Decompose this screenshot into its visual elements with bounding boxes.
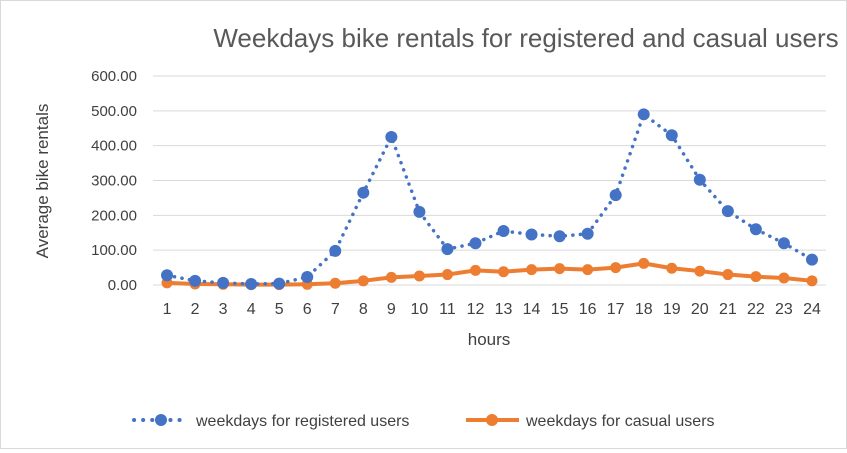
x-tick-label: 2	[191, 301, 200, 318]
data-point	[357, 275, 369, 287]
x-tick-label: 20	[691, 301, 709, 318]
data-point	[581, 227, 594, 240]
y-tick-label: 600.00	[91, 68, 137, 85]
data-point	[441, 269, 453, 281]
x-tick-label: 24	[803, 301, 821, 318]
y-axis-tick-labels: 0.00 100.00 200.00 300.00 400.00 500.00 600.00	[91, 68, 137, 294]
x-tick-label: 19	[663, 301, 681, 318]
legend-label-registered: weekdays for registered users	[195, 413, 409, 430]
series-layer	[161, 108, 818, 291]
data-point	[553, 230, 566, 243]
data-point	[441, 243, 454, 256]
y-tick-label: 0.00	[108, 277, 137, 294]
series-line	[166, 261, 813, 287]
data-point	[609, 189, 622, 202]
data-point	[357, 186, 370, 199]
x-axis-tick-labels: 1 2 3 4 5 6 7 8 9 10 11 12 13 14 15 16 17 18 19 20 21 22 23 24	[163, 301, 821, 318]
gridlines	[153, 75, 826, 286]
x-tick-label: 21	[719, 301, 737, 318]
x-tick-label: 9	[387, 301, 396, 318]
x-tick-label: 8	[359, 301, 368, 318]
data-point	[750, 271, 762, 283]
series-registered	[161, 108, 818, 290]
x-tick-label: 10	[410, 301, 428, 318]
y-tick-label: 100.00	[91, 242, 137, 259]
data-point	[637, 108, 650, 121]
y-tick-label: 300.00	[91, 173, 137, 190]
data-point	[329, 277, 341, 289]
data-point	[469, 237, 482, 250]
data-point	[469, 264, 481, 276]
data-point	[778, 272, 790, 284]
data-point	[385, 130, 398, 143]
legend-item-registered: weekdays for registered users	[132, 413, 409, 430]
data-point	[665, 129, 678, 142]
data-point	[582, 264, 594, 276]
legend-marker-registered	[155, 414, 167, 426]
chart-title: Weekdays bike rentals for registered and…	[213, 23, 838, 53]
data-point	[749, 223, 762, 236]
data-point	[498, 266, 510, 278]
legend: weekdays for registered users weekdays f…	[132, 413, 715, 430]
data-point	[526, 264, 538, 276]
data-point	[245, 277, 258, 290]
data-point	[189, 274, 202, 287]
data-point	[694, 265, 706, 277]
legend-item-casual: weekdays for casual users	[466, 413, 715, 430]
y-tick-label: 400.00	[91, 138, 137, 155]
x-tick-label: 18	[635, 301, 653, 318]
legend-label-casual: weekdays for casual users	[525, 413, 715, 430]
x-tick-label: 11	[439, 301, 456, 318]
data-point	[301, 270, 314, 283]
x-tick-label: 7	[331, 301, 340, 318]
x-tick-label: 4	[247, 301, 256, 318]
data-point	[329, 244, 342, 257]
data-point	[554, 263, 566, 275]
y-tick-label: 200.00	[91, 207, 137, 224]
x-tick-label: 3	[219, 301, 228, 318]
data-point	[638, 257, 650, 269]
data-point	[721, 205, 734, 218]
data-point	[722, 269, 734, 281]
y-axis-label: Average bike rentals	[33, 104, 52, 259]
x-tick-label: 6	[303, 301, 312, 318]
data-point	[497, 225, 510, 238]
data-point	[217, 276, 230, 289]
x-axis-label: hours	[468, 330, 511, 349]
data-point	[777, 237, 790, 250]
data-point	[805, 253, 818, 266]
x-tick-label: 12	[467, 301, 485, 318]
legend-marker-casual	[486, 414, 498, 426]
data-point	[666, 262, 678, 274]
data-point	[610, 262, 622, 274]
x-tick-label: 13	[495, 301, 513, 318]
data-point	[525, 228, 538, 241]
data-point	[413, 270, 425, 282]
x-tick-label: 23	[775, 301, 793, 318]
x-tick-label: 22	[747, 301, 765, 318]
data-point	[161, 269, 174, 282]
x-tick-label: 1	[163, 301, 172, 318]
x-tick-label: 17	[607, 301, 625, 318]
data-point	[385, 271, 397, 283]
series-line	[165, 111, 814, 286]
x-tick-label: 5	[275, 301, 284, 318]
data-point	[413, 205, 426, 218]
x-tick-label: 15	[551, 301, 569, 318]
x-tick-label: 14	[523, 301, 541, 318]
x-tick-label: 16	[579, 301, 597, 318]
y-tick-label: 500.00	[91, 103, 137, 120]
data-point	[806, 275, 818, 287]
data-point	[273, 277, 286, 290]
data-point	[693, 173, 706, 186]
